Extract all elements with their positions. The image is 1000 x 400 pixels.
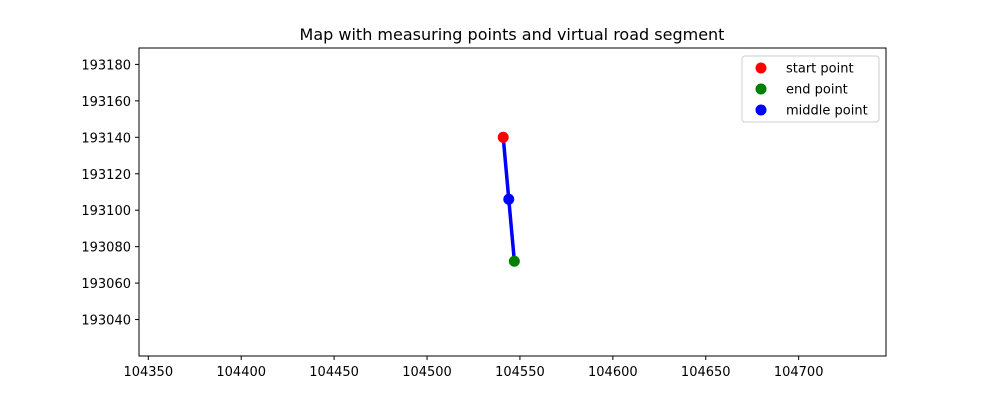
middle-point-marker	[503, 193, 515, 205]
x-tick-label: 104600	[588, 365, 638, 380]
measuring-points	[497, 131, 520, 267]
x-tick-label: 104450	[309, 365, 359, 380]
x-tick-label: 104550	[495, 365, 545, 380]
legend-marker	[755, 62, 767, 74]
y-tick-label: 193120	[81, 168, 131, 183]
legend-label: end point	[786, 83, 848, 98]
y-tick-label: 193100	[81, 204, 131, 219]
legend-marker	[755, 83, 767, 95]
y-tick-label: 193080	[81, 241, 131, 256]
y-axis: 193040 193060 193080 193100 193120 193140 1931…	[81, 58, 139, 329]
x-tick-label: 104400	[216, 365, 266, 380]
legend-label: middle point	[786, 104, 868, 119]
y-tick-label: 193040	[81, 314, 131, 329]
legend: start point end point middle point	[741, 55, 880, 123]
x-tick-label: 104350	[123, 365, 173, 380]
chart-title: Map with measuring points and virtual ro…	[300, 25, 725, 44]
end-point-marker	[508, 255, 520, 267]
legend-label: start point	[786, 62, 854, 77]
x-tick-label: 104650	[681, 365, 731, 380]
x-tick-label: 104500	[402, 365, 452, 380]
legend-box	[741, 55, 880, 123]
y-tick-label: 193160	[81, 95, 131, 110]
y-tick-label: 193060	[81, 277, 131, 292]
x-axis: 104350 104400 104450 104500 104550 104600 1046…	[123, 356, 823, 380]
start-point-marker	[497, 131, 509, 143]
y-tick-label: 193140	[81, 131, 131, 146]
x-tick-label: 104700	[774, 365, 824, 380]
legend-marker	[755, 104, 767, 116]
y-tick-label: 193180	[81, 58, 131, 73]
